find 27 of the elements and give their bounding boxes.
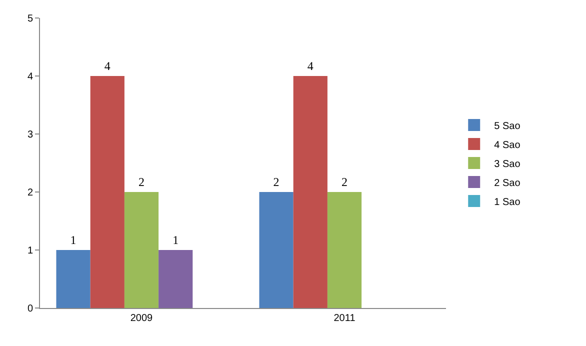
y-tick-label: 3 — [27, 130, 34, 140]
bar — [124, 192, 159, 308]
y-tick-label: 2 — [27, 188, 34, 198]
y-tick-label: 0 — [27, 304, 34, 314]
legend-label: 5 Sao — [494, 120, 521, 132]
legend-label: 4 Sao — [494, 140, 521, 151]
bar — [56, 250, 90, 308]
data-label: 1 — [172, 233, 179, 247]
bar — [327, 192, 362, 308]
x-tick-label: 2009 — [130, 313, 154, 324]
bar — [90, 76, 124, 308]
data-label: 1 — [70, 233, 76, 247]
bar — [158, 250, 193, 308]
x-tick-label: 2011 — [334, 313, 356, 324]
legend-label: 3 Sao — [494, 158, 521, 170]
data-label: 2 — [342, 175, 348, 189]
data-label: 4 — [307, 59, 314, 73]
y-tick-label: 1 — [27, 246, 34, 256]
bar — [259, 192, 294, 308]
y-tick-label: 4 — [27, 72, 34, 82]
data-label: 2 — [138, 175, 144, 189]
y-tick-label: 5 — [27, 14, 34, 24]
bar — [293, 76, 328, 308]
data-label: 4 — [104, 59, 110, 73]
legend-label: 1 Sao — [494, 196, 521, 208]
legend-label: 2 Sao — [494, 178, 521, 189]
data-label: 2 — [273, 175, 280, 189]
